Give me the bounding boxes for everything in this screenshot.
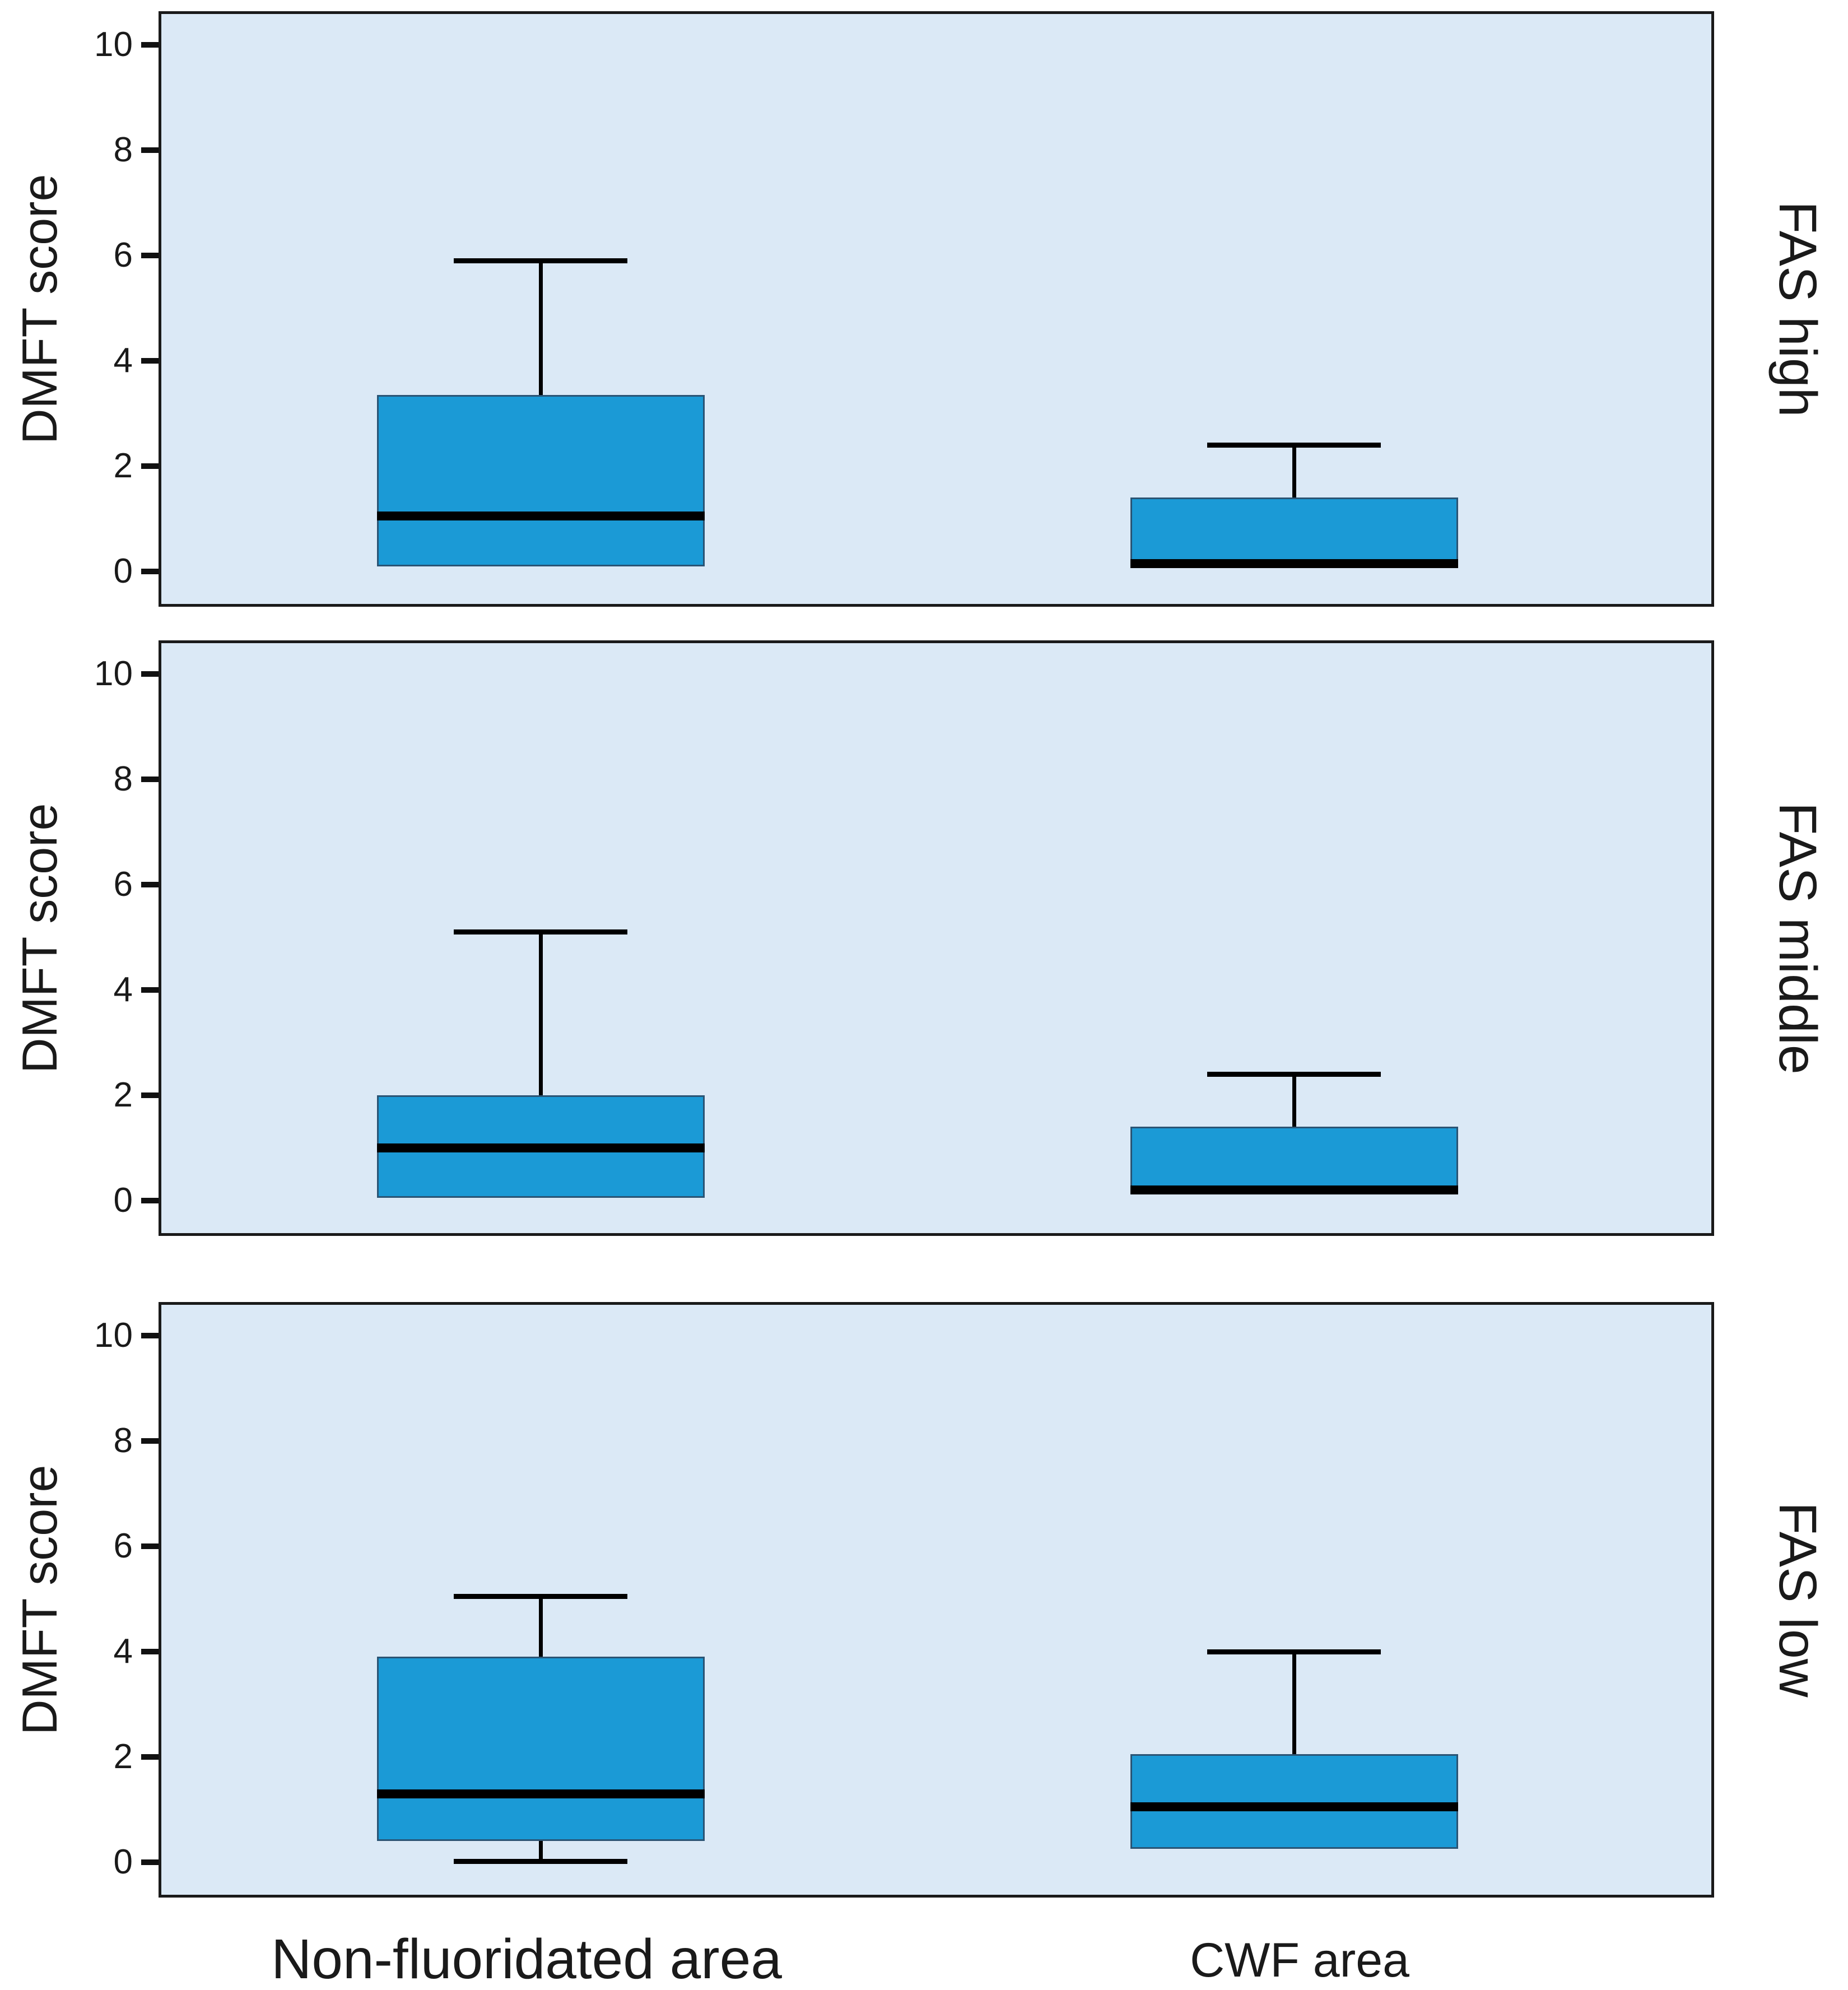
whisker-lower-cap [454,1858,627,1864]
median-line [1130,1802,1458,1812]
median-line [376,1789,705,1798]
whisker-upper-stem [538,932,543,1095]
x-category-label-non-fluoridated-area: Non-fluoridated area [271,1928,782,1990]
facet-label-fas-low: FAS low [1768,1502,1827,1698]
y-axis-title: DMFT score [12,1464,67,1735]
y-tick-label: 2 [113,1076,133,1114]
panel-fas-middle: DMFT score FAS middle 0 2 4 6 8 10 [0,640,1848,1236]
y-tick-mark [141,1543,159,1549]
facet-label-fas-middle: FAS middle [1768,802,1827,1075]
y-tick-mark [141,1754,159,1760]
y-tick-mark [141,1198,159,1203]
iqr-box [376,395,705,566]
iqr-box [1130,1754,1458,1849]
y-tick-label: 2 [113,447,133,485]
y-tick-label: 8 [113,131,133,169]
y-tick-label: 10 [94,1316,133,1355]
y-tick-mark [141,147,159,153]
y-axis-title: DMFT score [12,803,67,1073]
y-tick-mark [141,1649,159,1654]
y-tick-mark [141,569,159,574]
whisker-upper-stem [1292,445,1296,498]
y-tick-mark [141,987,159,993]
median-line [1130,559,1458,568]
plot-area-fas-middle [159,640,1714,1236]
whisker-upper-stem [538,261,543,396]
whisker-lower-stem [538,1841,543,1862]
x-category-label-cwf-area: CWF area [1190,1933,1409,1987]
y-tick-mark [141,42,159,48]
whisker-upper-stem [1292,1074,1296,1127]
y-tick-label: 8 [113,760,133,798]
y-tick-label: 4 [113,970,133,1009]
whisker-upper-cap [1207,1071,1381,1077]
whisker-upper-cap [1207,442,1381,448]
y-tick-label: 10 [94,25,133,64]
y-tick-mark [141,1092,159,1098]
y-tick-label: 6 [113,1527,133,1565]
y-tick-mark [141,463,159,469]
whisker-upper-stem [1292,1652,1296,1755]
y-tick-label: 6 [113,865,133,904]
y-tick-label: 0 [113,1181,133,1220]
y-tick-mark [141,358,159,364]
plot-area-fas-high [159,11,1714,607]
y-tick-label: 2 [113,1737,133,1776]
y-tick-mark [141,777,159,782]
y-tick-mark [141,671,159,677]
plot-area-fas-low [159,1302,1714,1898]
median-line [1130,1185,1458,1195]
y-tick-mark [141,253,159,258]
y-tick-label: 6 [113,236,133,275]
y-tick-mark [141,1859,159,1865]
whisker-upper-cap [454,258,627,263]
facet-label-fas-high: FAS high [1768,201,1827,417]
iqr-box [1130,498,1458,566]
iqr-box [376,1657,705,1842]
whisker-upper-stem [538,1596,543,1657]
panel-fas-low: DMFT score FAS low 0 2 4 6 8 10 [0,1302,1848,1898]
whisker-upper-cap [454,1593,627,1599]
y-tick-mark [141,1438,159,1444]
y-tick-label: 0 [113,1843,133,1881]
whisker-upper-cap [1207,1649,1381,1654]
y-axis-title: DMFT score [12,174,67,444]
median-line [376,512,705,521]
y-tick-label: 8 [113,1421,133,1460]
panel-fas-high: DMFT score FAS high 0 2 4 6 8 10 [0,11,1848,607]
y-tick-label: 4 [113,1632,133,1671]
y-tick-label: 0 [113,552,133,591]
iqr-box [1130,1127,1458,1193]
whisker-upper-cap [454,929,627,935]
y-tick-mark [141,882,159,887]
median-line [376,1143,705,1152]
y-tick-label: 10 [94,654,133,693]
y-tick-mark [141,1333,159,1338]
y-tick-label: 4 [113,341,133,380]
